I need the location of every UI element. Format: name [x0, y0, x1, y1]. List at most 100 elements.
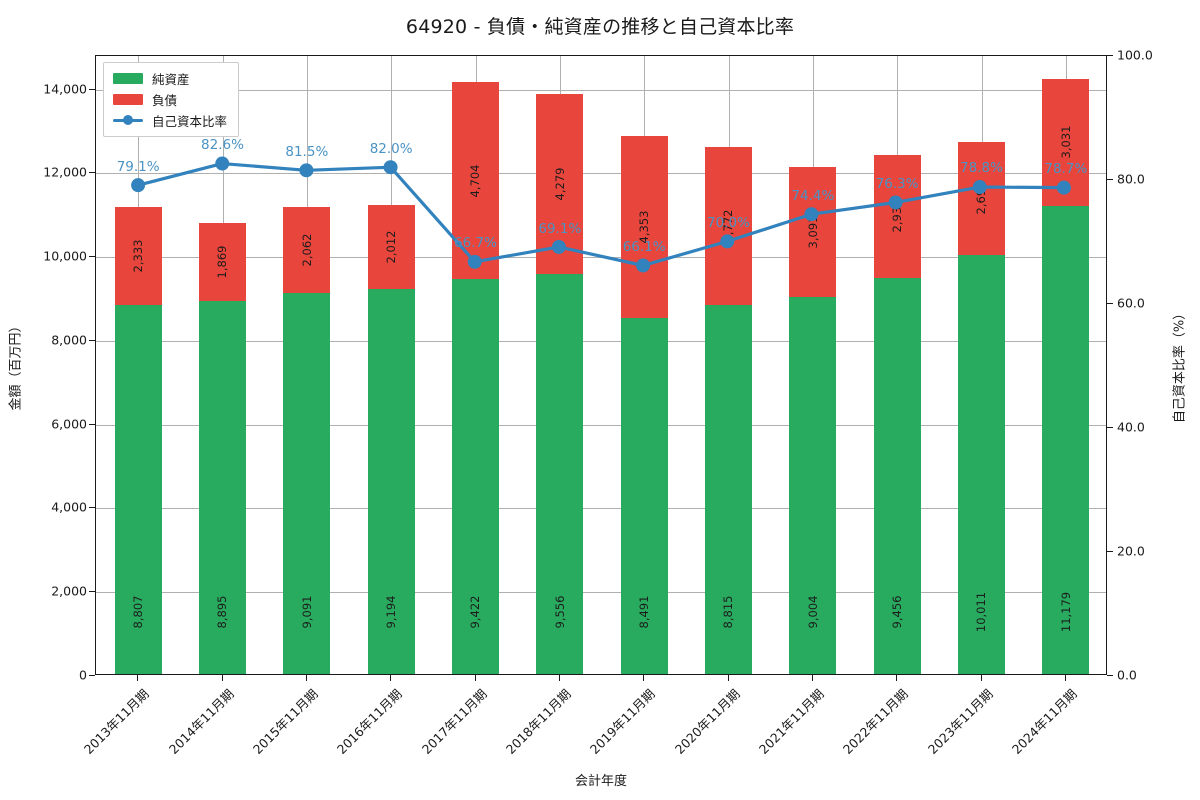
x-axis-tick-label: 2020年11月期 [671, 686, 743, 757]
y-axis-left-tick-mark [89, 591, 95, 593]
bar-group[interactable]: 9,091 2,062 [283, 206, 331, 674]
legend-item-equity-ratio: 自己資本比率 [113, 112, 227, 129]
x-axis-tick-label: 2014年11月期 [165, 686, 237, 757]
y-axis-right-tick-label: 60.0 [1117, 295, 1145, 311]
ratio-data-point[interactable] [467, 254, 482, 269]
ratio-data-point[interactable] [972, 180, 987, 194]
ratio-data-point[interactable] [1056, 180, 1071, 195]
y-axis-left-tick-mark [89, 339, 95, 341]
ratio-data-point[interactable] [888, 195, 903, 210]
bar-group[interactable]: 8,895 1,869 [198, 223, 247, 674]
ratio-data-point[interactable] [720, 234, 735, 249]
bar-segment-liability[interactable]: 2,333 [114, 207, 162, 306]
bar-segment-equity[interactable]: 8,895 [198, 301, 247, 674]
bar-group[interactable]: 9,456 2,938 [873, 154, 921, 674]
y-axis-left-tick-label: 4,000 [51, 499, 87, 515]
x-axis-tick-mark [896, 675, 898, 681]
y-axis-left-tick-mark [89, 675, 95, 676]
bar-group[interactable]: 10,011 2,690 [957, 141, 1006, 674]
y-axis-right-tick-label: 0.0 [1117, 667, 1137, 683]
legend-item-liability: 負債 [113, 91, 227, 108]
bar-segment-equity[interactable]: 10,011 [957, 254, 1006, 674]
legend-item-equity: 純資産 [113, 70, 227, 87]
bar-segment-equity[interactable]: 9,091 [283, 293, 331, 674]
chart-legend: 純資産 負債 自己資本比率 [103, 62, 240, 137]
bar-group[interactable]: 9,194 2,012 [367, 204, 415, 674]
bar-group[interactable]: 8,491 4,353 [620, 135, 668, 674]
x-axis-tick-mark [221, 675, 223, 681]
bar-segment-liability[interactable]: 2,690 [957, 141, 1006, 255]
bar-segment-liability[interactable]: 2,062 [283, 206, 331, 294]
y-axis-left-tick-mark [89, 172, 95, 174]
x-axis-tick-label: 2021年11月期 [755, 686, 827, 757]
ratio-data-point[interactable] [636, 258, 651, 273]
y-axis-right-tick-label: 40.0 [1117, 419, 1145, 435]
gridline-horizontal [96, 508, 1106, 510]
x-axis-tick-label: 2015年11月期 [249, 686, 321, 757]
y-axis-right-tick-mark [1107, 55, 1113, 56]
x-axis-tick-label: 2023年11月期 [924, 686, 996, 757]
ratio-data-point[interactable] [215, 156, 230, 171]
bar-segment-equity[interactable]: 9,422 [451, 279, 500, 674]
ratio-data-point[interactable] [131, 178, 146, 193]
y-axis-left-title: 金額（百万円） [8, 319, 24, 411]
y-axis-left-tick-label: 0 [79, 667, 87, 683]
y-axis-left-tick-label: 10,000 [43, 248, 87, 264]
bar-segment-equity[interactable]: 9,556 [536, 273, 584, 674]
ratio-data-point[interactable] [804, 207, 819, 222]
plot-area: 8,807 2,333 8,895 1,869 9,091 2,062 9,194 2,012… [95, 55, 1107, 675]
x-axis-tick-mark [811, 675, 813, 681]
y-axis-right-tick-mark [1107, 675, 1113, 676]
bar-group[interactable]: 9,422 4,704 [451, 82, 500, 674]
bar-segment-equity[interactable]: 11,179 [1042, 205, 1090, 674]
legend-label-liability: 負債 [152, 92, 178, 108]
bar-segment-liability[interactable]: 2,938 [873, 154, 921, 278]
ratio-data-point[interactable] [383, 160, 398, 175]
x-axis-tick-label: 2018年11月期 [502, 686, 574, 757]
x-axis-tick-label: 2017年11月期 [418, 686, 490, 757]
bar-group[interactable]: 8,807 2,333 [114, 207, 162, 674]
bar-segment-equity[interactable]: 8,807 [114, 305, 162, 674]
x-axis-title: 会計年度 [574, 774, 628, 789]
x-axis-tick-label: 2019年11月期 [587, 686, 658, 757]
gridline-horizontal [96, 340, 1106, 342]
gridline-horizontal [96, 89, 1106, 91]
x-axis-tick-label: 2013年11月期 [81, 686, 152, 757]
bar-segment-equity[interactable]: 9,004 [789, 296, 837, 674]
y-axis-left-tick-label: 14,000 [43, 81, 87, 96]
y-axis-left-tick-mark [89, 423, 95, 425]
bar-segment-liability[interactable]: 3,772 [704, 146, 753, 305]
bar-segment-equity[interactable]: 9,194 [367, 288, 415, 674]
x-axis-tick-mark [1064, 675, 1066, 681]
bar-segment-liability[interactable]: 4,353 [620, 135, 668, 319]
bar-group[interactable]: 9,004 3,091 [789, 167, 837, 674]
legend-line-marker-equity-ratio [113, 114, 143, 126]
ratio-data-point[interactable] [551, 239, 566, 254]
legend-swatch-equity [113, 72, 143, 84]
plot-inner: 8,807 2,333 8,895 1,869 9,091 2,062 9,194 2,012… [96, 56, 1106, 674]
y-axis-left-tick-mark [89, 507, 95, 509]
bar-segment-liability[interactable]: 2,012 [367, 204, 415, 289]
y-axis-left-tick-label: 2,000 [51, 583, 87, 599]
bar-segment-equity[interactable]: 9,456 [873, 277, 921, 674]
y-axis-right-tick-label: 100.0 [1117, 47, 1153, 63]
y-axis-right-tick-mark [1107, 303, 1113, 304]
x-axis-tick-label: 2022年11月期 [840, 686, 911, 757]
bar-group[interactable]: 8,815 3,772 [704, 146, 753, 674]
x-axis-tick-mark [474, 675, 476, 681]
gridline-horizontal [96, 424, 1106, 426]
ratio-line-path [136, 161, 1066, 268]
y-axis-right-tick-mark [1107, 179, 1113, 180]
x-axis-tick-mark [727, 675, 729, 681]
ratio-data-point[interactable] [299, 163, 314, 178]
ratio-line-layer [131, 156, 1071, 273]
bar-segment-equity[interactable]: 8,815 [704, 304, 753, 674]
bar-segment-liability[interactable]: 1,869 [198, 223, 247, 302]
gridline-horizontal [96, 173, 1106, 175]
bar-segment-liability[interactable]: 3,091 [789, 167, 837, 297]
y-axis-right-tick-mark [1107, 427, 1113, 428]
legend-swatch-liability [113, 93, 143, 105]
y-axis-right-tick-label: 20.0 [1117, 543, 1145, 559]
bar-segment-equity[interactable]: 8,491 [620, 318, 668, 674]
x-axis-tick-mark [643, 675, 645, 681]
